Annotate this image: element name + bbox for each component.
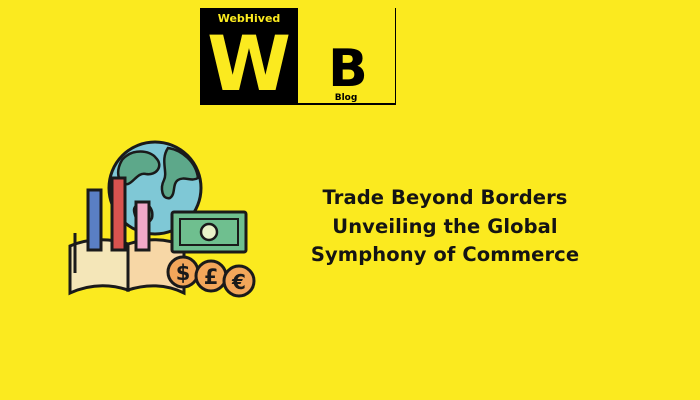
- logo-w-letter: W: [207, 19, 291, 105]
- logo-b-letter: B: [328, 39, 368, 99]
- webhived-logo[interactable]: WebHived W B Blog: [200, 8, 396, 105]
- svg-text:$: $: [176, 261, 191, 285]
- coin-dollar-icon: $: [166, 255, 200, 289]
- headline: Trade Beyond Borders Unveiling the Globa…: [290, 184, 600, 270]
- svg-text:€: €: [231, 270, 246, 294]
- global-trade-illustration: $ £ €: [60, 138, 260, 303]
- bar-chart-icon: [86, 176, 151, 252]
- logo-black-square: [200, 8, 298, 105]
- banknote-icon: [170, 210, 248, 254]
- coin-pound-icon: £: [194, 259, 228, 293]
- headline-line-1: Trade Beyond Borders: [322, 186, 568, 209]
- logo-blog-text: Blog: [335, 93, 358, 103]
- headline-line-3: Symphony of Commerce: [310, 243, 580, 266]
- coin-euro-icon: €: [222, 264, 256, 298]
- logo-outline: [298, 8, 396, 105]
- svg-text:£: £: [204, 265, 219, 289]
- logo-brand-text: WebHived: [218, 12, 281, 25]
- headline-line-2: Unveiling the Global: [332, 214, 558, 238]
